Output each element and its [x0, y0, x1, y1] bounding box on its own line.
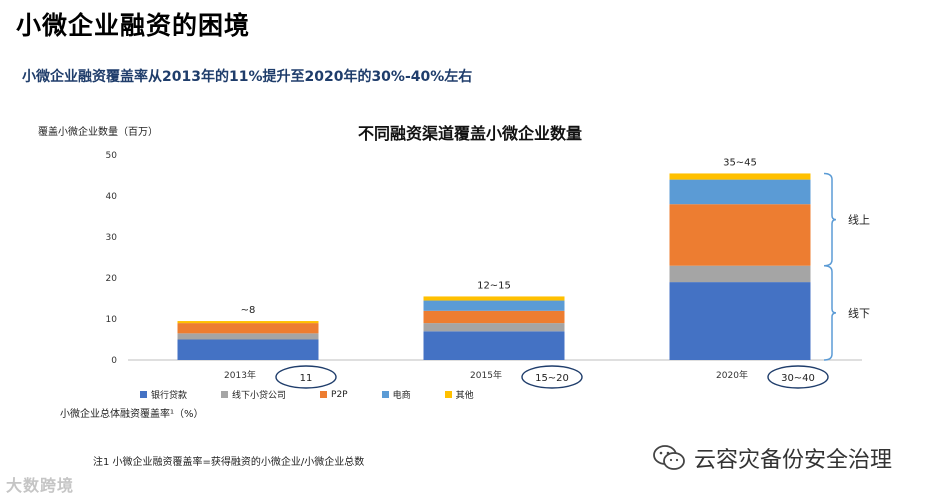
chart-title: 不同融资渠道覆盖小微企业数量: [358, 124, 583, 143]
legend-swatch: [444, 391, 452, 398]
legend-item: 其他: [444, 388, 474, 401]
watermark-right: 云容灾备份安全治理: [652, 442, 892, 474]
coverage-rate-ellipse: [767, 365, 829, 389]
page-subtitle: 小微企业融资覆盖率从2013年的11%提升至2020年的30%-40%左右: [22, 69, 473, 85]
brace-offline: [823, 264, 837, 361]
legend-item: 电商: [381, 388, 411, 401]
bar-segment: [177, 323, 319, 334]
y-tick-label: 10: [106, 315, 118, 325]
bar-segment: [423, 331, 565, 360]
bar-segment: [669, 204, 811, 266]
y-tick-label: 0: [111, 356, 117, 366]
bar-total-label: 35~45: [723, 157, 757, 168]
y-tick-label: 50: [106, 151, 118, 161]
chart-labels: ~8 2013年 11 12~15 2015年 15~20 35~45 2020年 30~40: [224, 157, 829, 389]
coverage-rate-value: 15~20: [535, 373, 569, 384]
chart-legend: 银行贷款 线下小贷公司 P2P 电商 其他: [140, 388, 474, 401]
y-tick-label: 30: [106, 233, 118, 243]
legend-label: P2P: [331, 389, 348, 400]
legend-swatch: [140, 391, 147, 398]
bar-segment: [669, 282, 811, 360]
watermark-right-text: 云容灾备份安全治理: [694, 448, 893, 473]
y-tick-label: 20: [106, 274, 118, 284]
bar-total-label: ~8: [241, 305, 256, 316]
bar-segment: [177, 333, 319, 340]
bar-segment: [669, 173, 811, 180]
x-tick-label: 2020年: [716, 369, 748, 381]
bar-segment: [423, 323, 565, 332]
x-tick-label: 2013年: [224, 369, 256, 381]
coverage-rate-label: 小微企业总体融资覆盖率¹（%）: [60, 409, 204, 420]
brace-online: [823, 172, 837, 267]
legend-item: P2P: [320, 388, 348, 401]
legend-label: 线下小贷公司: [232, 391, 287, 401]
x-tick-label: 2015年: [470, 369, 502, 381]
bar-total-label: 12~15: [477, 280, 511, 291]
brace-label-offline: 线下: [848, 306, 870, 320]
legend-item: 银行贷款: [140, 388, 187, 401]
bar-segment: [423, 310, 565, 324]
legend-label: 电商: [392, 391, 411, 401]
coverage-rate-ellipse: [275, 365, 337, 389]
bar-segment: [177, 339, 319, 360]
legend-label: 其他: [455, 391, 474, 401]
watermark-left: 大数跨境: [6, 476, 75, 495]
bar-segment: [177, 321, 319, 324]
coverage-rate-value: 11: [300, 373, 313, 384]
wechat-icon: [653, 445, 685, 470]
legend-swatch: [221, 391, 229, 398]
bar-segment: [423, 300, 565, 311]
y-tick-label: 40: [106, 192, 118, 202]
legend-item: 线下小贷公司: [221, 388, 286, 401]
bar-segment: [423, 296, 565, 301]
bar-segment: [669, 265, 811, 283]
legend-label: 银行贷款: [151, 391, 188, 401]
legend-swatch: [381, 391, 389, 398]
coverage-rate-value: 30~40: [781, 373, 815, 384]
chart-bars: [177, 173, 811, 360]
page-title: 小微企业融资的困境: [16, 11, 251, 40]
brace-label-online: 线上: [848, 213, 870, 227]
footnote: 注1 小微企业融资覆盖率=获得融资的小微企业/小微企业总数: [93, 457, 365, 468]
coverage-rate-ellipse: [521, 365, 583, 389]
y-axis-title: 覆盖小微企业数量（百万）: [38, 127, 158, 138]
bar-segment: [669, 179, 811, 205]
legend-swatch: [320, 391, 328, 398]
